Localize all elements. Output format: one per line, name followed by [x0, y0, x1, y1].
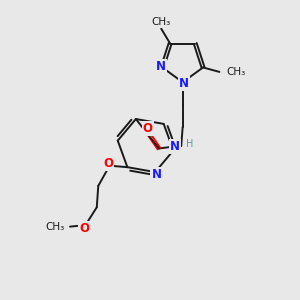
Text: H: H — [186, 139, 193, 149]
Text: O: O — [142, 122, 153, 135]
Text: N: N — [152, 168, 161, 181]
Text: CH₃: CH₃ — [45, 222, 65, 232]
Text: N: N — [179, 77, 189, 90]
Text: O: O — [103, 157, 113, 170]
Text: CH₃: CH₃ — [227, 67, 246, 77]
Text: N: N — [156, 60, 166, 74]
Text: O: O — [79, 222, 89, 235]
Text: CH₃: CH₃ — [152, 17, 171, 27]
Text: N: N — [170, 140, 180, 153]
